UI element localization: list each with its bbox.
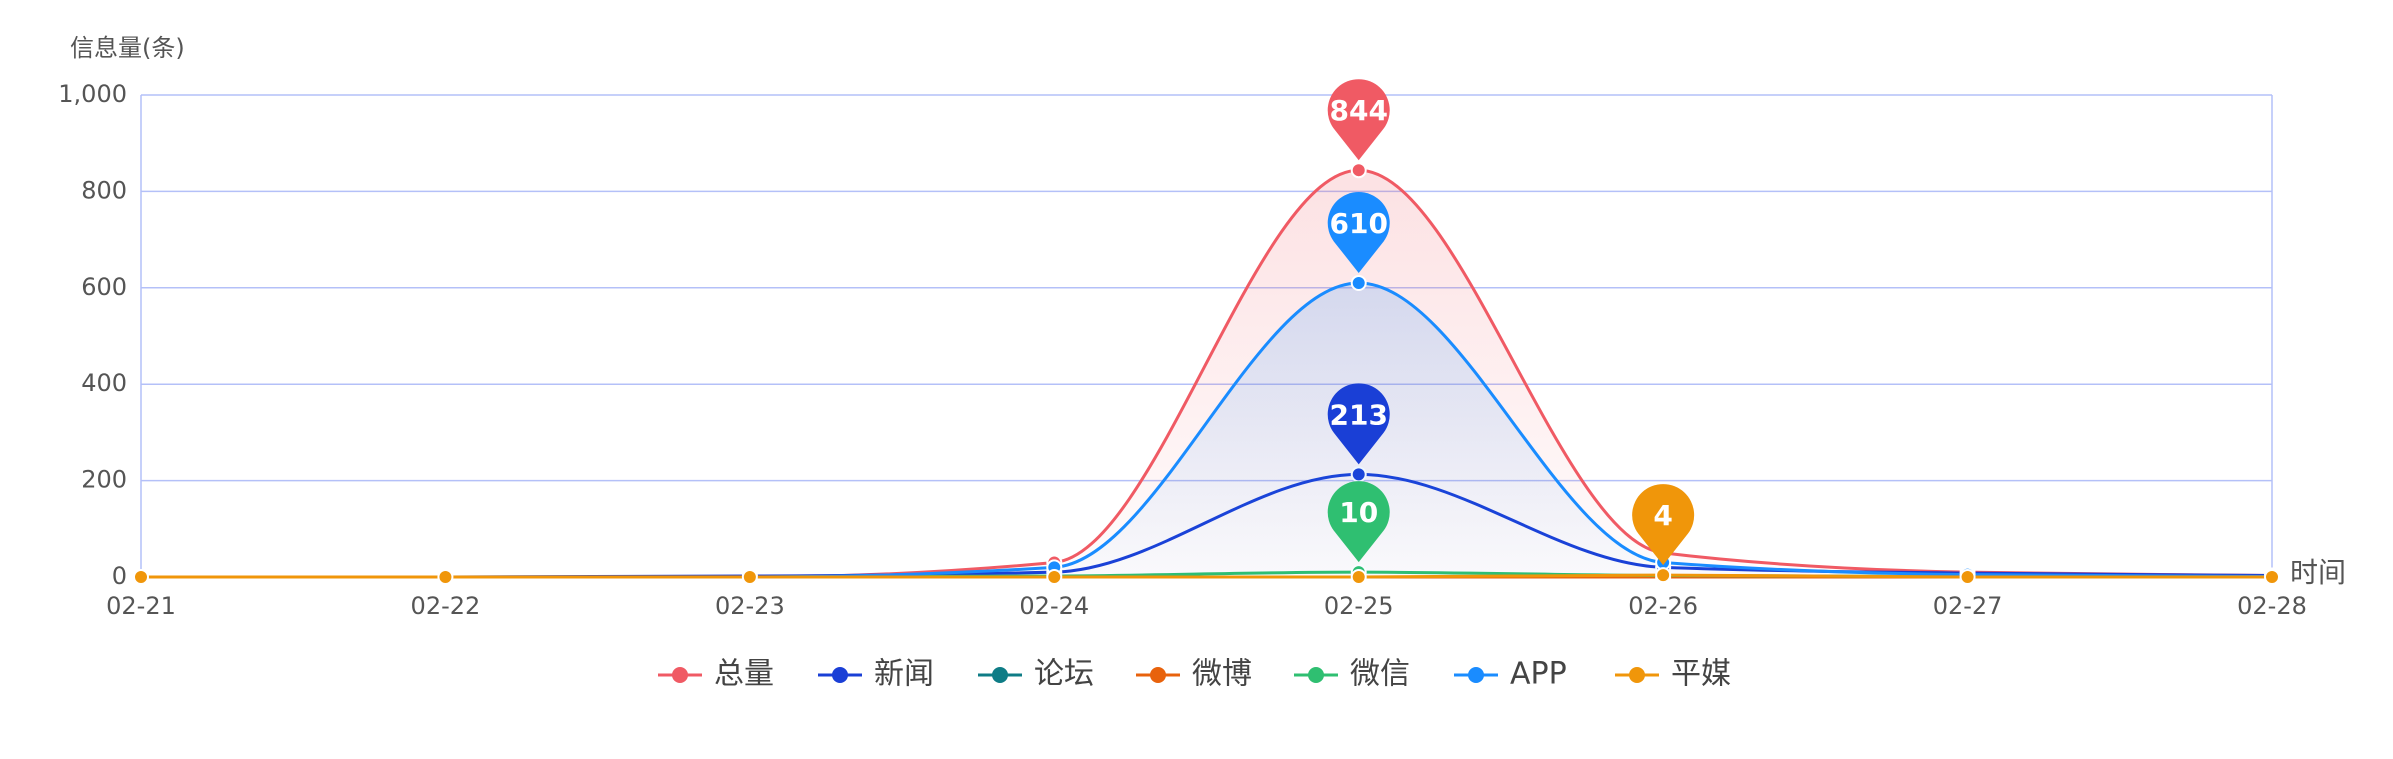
x-tick-label: 02-21 [106,592,176,620]
x-tick-label: 02-27 [1933,592,2003,620]
y-tick-label: 200 [81,466,127,494]
pin-label: 610 [1329,207,1387,240]
pin-label: 844 [1329,94,1387,127]
legend-dot [992,667,1008,683]
point [1350,274,1367,291]
point [1350,162,1367,179]
line [141,573,2272,579]
legend-dot [1308,667,1324,683]
point [1046,569,1063,585]
point [1959,569,1976,585]
x-tick-label: 02-23 [715,592,785,620]
pin-label: 10 [1339,496,1378,529]
legend-label: 微信 [1350,657,1410,692]
x-tick-label: 02-24 [1019,592,1089,620]
pin-marker [1327,383,1390,465]
legend-dot [1629,667,1645,683]
y-tick-label: 800 [81,176,127,204]
pin-label: 4 [1653,499,1672,532]
x-tick-label: 02-28 [2237,592,2307,620]
x-tick-label: 02-22 [411,592,481,620]
point [2264,569,2280,585]
point [437,569,454,585]
pin-marker [1327,79,1390,161]
pin-marker [1632,484,1695,566]
legend-label: 论坛 [1034,657,1094,692]
legend-dot [672,667,688,683]
area [141,282,2272,577]
y-tick-label: 1,000 [58,80,127,108]
y-tick-label: 0 [112,562,127,590]
point [1350,569,1367,585]
legend-label: 平媒 [1671,657,1731,692]
legend-label: 总量 [714,657,774,692]
pin-label: 213 [1329,398,1387,431]
legend-dot [832,667,848,683]
legend-label: 微博 [1192,657,1252,692]
pin-marker [1327,191,1390,273]
pin-marker [1327,481,1390,563]
x-tick-label: 02-26 [1628,592,1698,620]
legend-label: APP [1510,657,1567,692]
y-tick-label: 600 [81,273,127,301]
area [141,170,2272,577]
legend-label: 新闻 [874,657,934,692]
legend-dot [1150,667,1166,683]
x-tick-label: 02-25 [1324,592,1394,620]
legend-dot [1468,667,1484,683]
y-tick-label: 400 [81,369,127,397]
x-axis-title: 时间 [2290,556,2346,589]
point [1655,567,1672,584]
point [133,569,149,585]
y-axis-title: 信息量(条) [70,34,185,62]
point [741,569,758,585]
